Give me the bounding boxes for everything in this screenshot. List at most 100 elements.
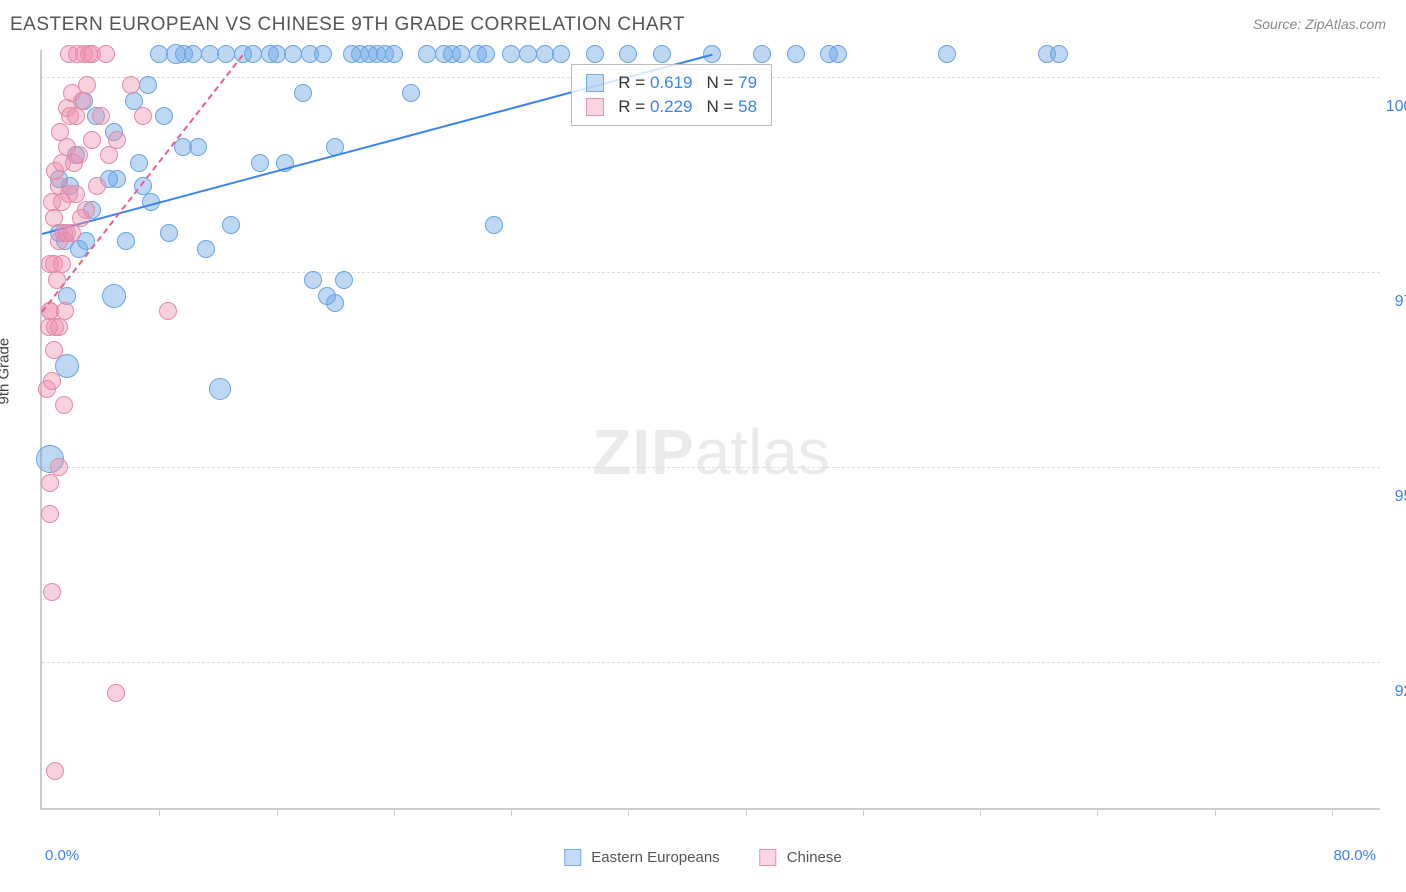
x-tick-mark bbox=[746, 808, 747, 816]
data-point bbox=[100, 146, 118, 164]
x-tick-mark bbox=[394, 808, 395, 816]
data-point bbox=[88, 177, 106, 195]
data-point bbox=[217, 45, 235, 63]
data-point bbox=[97, 45, 115, 63]
r-label: R = 0.619 bbox=[618, 73, 692, 93]
data-point bbox=[92, 107, 110, 125]
data-point bbox=[73, 92, 91, 110]
data-point bbox=[78, 76, 96, 94]
x-tick-mark bbox=[1097, 808, 1098, 816]
n-label: N = 79 bbox=[707, 73, 758, 93]
x-tick-mark bbox=[1332, 808, 1333, 816]
x-tick-mark bbox=[159, 808, 160, 816]
gridline bbox=[42, 662, 1380, 663]
legend-swatch bbox=[564, 849, 581, 866]
data-point bbox=[314, 45, 332, 63]
legend-label: Chinese bbox=[787, 849, 842, 866]
data-point bbox=[197, 240, 215, 258]
data-point bbox=[244, 45, 262, 63]
data-point bbox=[50, 318, 68, 336]
legend-swatch bbox=[586, 74, 604, 92]
data-point bbox=[83, 131, 101, 149]
data-point bbox=[326, 294, 344, 312]
data-point bbox=[519, 45, 537, 63]
y-tick-label: 95.0% bbox=[1395, 488, 1406, 506]
r-label: R = 0.229 bbox=[618, 97, 692, 117]
data-point bbox=[268, 45, 286, 63]
data-point bbox=[418, 45, 436, 63]
data-point bbox=[50, 458, 68, 476]
data-point bbox=[46, 762, 64, 780]
data-point bbox=[335, 271, 353, 289]
data-point bbox=[41, 474, 59, 492]
data-point bbox=[43, 372, 61, 390]
data-point bbox=[502, 45, 520, 63]
data-point bbox=[829, 45, 847, 63]
source-prefix: Source: bbox=[1253, 16, 1305, 32]
watermark-light: atlas bbox=[695, 416, 830, 488]
data-point bbox=[787, 45, 805, 63]
data-point bbox=[130, 154, 148, 172]
legend-item: Chinese bbox=[760, 849, 842, 866]
data-point bbox=[139, 76, 157, 94]
data-point bbox=[209, 378, 231, 400]
stats-row: R = 0.619 N = 79 bbox=[586, 71, 757, 95]
data-point bbox=[251, 154, 269, 172]
data-point bbox=[160, 224, 178, 242]
data-point bbox=[753, 45, 771, 63]
data-point bbox=[43, 583, 61, 601]
data-point bbox=[108, 170, 126, 188]
data-point bbox=[284, 45, 302, 63]
data-point bbox=[402, 84, 420, 102]
data-point bbox=[55, 396, 73, 414]
data-point bbox=[385, 45, 403, 63]
data-point bbox=[536, 45, 554, 63]
data-point bbox=[477, 45, 495, 63]
source-attribution: Source: ZipAtlas.com bbox=[1253, 16, 1386, 32]
data-point bbox=[53, 255, 71, 273]
data-point bbox=[102, 284, 126, 308]
data-point bbox=[294, 84, 312, 102]
data-point bbox=[159, 302, 177, 320]
data-point bbox=[938, 45, 956, 63]
data-point bbox=[122, 76, 140, 94]
data-point bbox=[67, 107, 85, 125]
data-point bbox=[155, 107, 173, 125]
data-point bbox=[485, 216, 503, 234]
legend-swatch bbox=[760, 849, 777, 866]
plot-area: ZIPatlas 100.0%97.5%95.0%92.5%R = 0.619N… bbox=[40, 50, 1380, 810]
data-point bbox=[222, 216, 240, 234]
data-point bbox=[586, 45, 604, 63]
y-tick-label: 92.5% bbox=[1395, 683, 1406, 701]
x-axis-max-label: 80.0% bbox=[1333, 847, 1376, 864]
legend-item: Eastern Europeans bbox=[564, 849, 719, 866]
data-point bbox=[63, 224, 81, 242]
y-tick-label: 100.0% bbox=[1386, 98, 1406, 116]
watermark: ZIPatlas bbox=[592, 415, 830, 489]
data-point bbox=[304, 271, 322, 289]
data-point bbox=[1050, 45, 1068, 63]
data-point bbox=[107, 684, 125, 702]
y-axis-label: 9th Grade bbox=[0, 338, 13, 405]
data-point bbox=[56, 302, 74, 320]
y-tick-label: 97.5% bbox=[1395, 293, 1406, 311]
data-point bbox=[117, 232, 135, 250]
data-point bbox=[108, 131, 126, 149]
x-tick-mark bbox=[628, 808, 629, 816]
stats-box: R = 0.619 N = 79 R = 0.229 N = 58 bbox=[571, 64, 772, 126]
source-name: ZipAtlas.com bbox=[1305, 16, 1386, 32]
data-point bbox=[77, 201, 95, 219]
data-point bbox=[45, 341, 63, 359]
watermark-bold: ZIP bbox=[592, 416, 695, 488]
data-point bbox=[201, 45, 219, 63]
data-point bbox=[70, 146, 88, 164]
x-tick-mark bbox=[277, 808, 278, 816]
data-point bbox=[619, 45, 637, 63]
legend: Eastern Europeans Chinese bbox=[564, 849, 841, 866]
data-point bbox=[134, 107, 152, 125]
gridline bbox=[42, 467, 1380, 468]
data-point bbox=[552, 45, 570, 63]
n-label: N = 58 bbox=[707, 97, 758, 117]
gridline bbox=[42, 272, 1380, 273]
data-point bbox=[452, 45, 470, 63]
